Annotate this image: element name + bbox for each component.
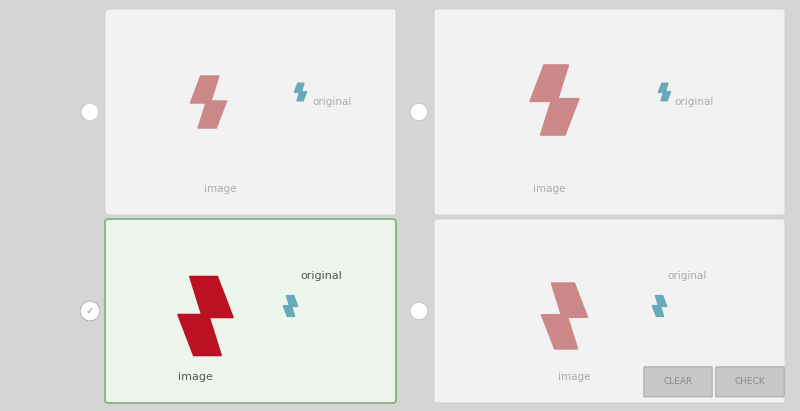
- FancyBboxPatch shape: [105, 219, 396, 403]
- Polygon shape: [658, 83, 670, 101]
- Text: image: image: [204, 184, 237, 194]
- Text: ✓: ✓: [86, 306, 94, 316]
- FancyBboxPatch shape: [434, 219, 785, 403]
- Text: original: original: [667, 271, 707, 281]
- Circle shape: [80, 301, 100, 321]
- FancyBboxPatch shape: [434, 9, 785, 215]
- Polygon shape: [652, 296, 666, 316]
- Text: original: original: [301, 271, 342, 281]
- Polygon shape: [294, 83, 306, 101]
- Text: image: image: [558, 372, 590, 382]
- FancyBboxPatch shape: [105, 9, 396, 215]
- Text: original: original: [313, 97, 352, 107]
- Text: image: image: [534, 184, 566, 194]
- Circle shape: [81, 103, 99, 121]
- Polygon shape: [530, 65, 579, 135]
- Text: CLEAR: CLEAR: [663, 377, 693, 386]
- Text: CHECK: CHECK: [734, 377, 766, 386]
- Polygon shape: [178, 277, 234, 356]
- Polygon shape: [190, 76, 226, 128]
- Polygon shape: [542, 283, 587, 349]
- Circle shape: [410, 103, 428, 121]
- Circle shape: [410, 302, 428, 320]
- Text: image: image: [178, 372, 213, 382]
- Polygon shape: [283, 296, 298, 316]
- FancyBboxPatch shape: [716, 367, 784, 397]
- FancyBboxPatch shape: [644, 367, 712, 397]
- Text: original: original: [674, 97, 714, 107]
